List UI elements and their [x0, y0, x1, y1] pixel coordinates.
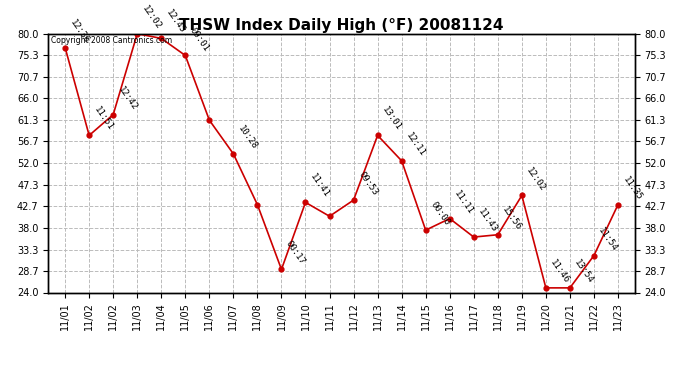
Text: 13:54: 13:54: [573, 258, 595, 285]
Text: 12:02: 12:02: [524, 165, 547, 193]
Text: 09:53: 09:53: [356, 170, 379, 197]
Text: 00:17: 00:17: [284, 240, 307, 267]
Text: 11:41: 11:41: [308, 172, 331, 200]
Point: [300, 200, 311, 206]
Text: 11:51: 11:51: [92, 105, 115, 133]
Text: 11:46: 11:46: [549, 258, 571, 285]
Point: [613, 202, 624, 208]
Point: [564, 285, 575, 291]
Text: 12:11: 12:11: [404, 131, 427, 158]
Point: [180, 53, 191, 58]
Point: [372, 132, 383, 138]
Point: [108, 112, 119, 118]
Text: Copyright 2008 Cantronics.com: Copyright 2008 Cantronics.com: [51, 36, 172, 45]
Point: [444, 216, 455, 222]
Point: [132, 31, 143, 37]
Point: [540, 285, 551, 291]
Text: 09:01: 09:01: [188, 26, 211, 53]
Text: 00:00: 00:00: [428, 200, 451, 227]
Text: 15:56: 15:56: [500, 205, 523, 232]
Point: [492, 232, 503, 238]
Text: 11:43: 11:43: [477, 207, 500, 234]
Text: 12:42: 12:42: [116, 85, 139, 112]
Point: [420, 227, 431, 233]
Point: [348, 197, 359, 203]
Point: [156, 35, 167, 41]
Point: [324, 213, 335, 219]
Point: [516, 192, 527, 198]
Title: THSW Index Daily High (°F) 20081124: THSW Index Daily High (°F) 20081124: [179, 18, 504, 33]
Text: 12:36: 12:36: [68, 18, 90, 45]
Text: 11:35: 11:35: [621, 175, 644, 202]
Point: [59, 45, 70, 51]
Point: [276, 266, 287, 272]
Point: [469, 234, 480, 240]
Text: 12:45: 12:45: [164, 8, 187, 36]
Text: 12:02: 12:02: [140, 4, 163, 31]
Point: [396, 158, 407, 164]
Point: [83, 132, 95, 138]
Point: [228, 151, 239, 157]
Point: [589, 252, 600, 258]
Point: [252, 202, 263, 208]
Text: 10:28: 10:28: [236, 124, 259, 151]
Text: 13:01: 13:01: [380, 105, 403, 133]
Text: 11:11: 11:11: [453, 189, 475, 216]
Point: [204, 117, 215, 123]
Text: 11:54: 11:54: [597, 226, 620, 253]
